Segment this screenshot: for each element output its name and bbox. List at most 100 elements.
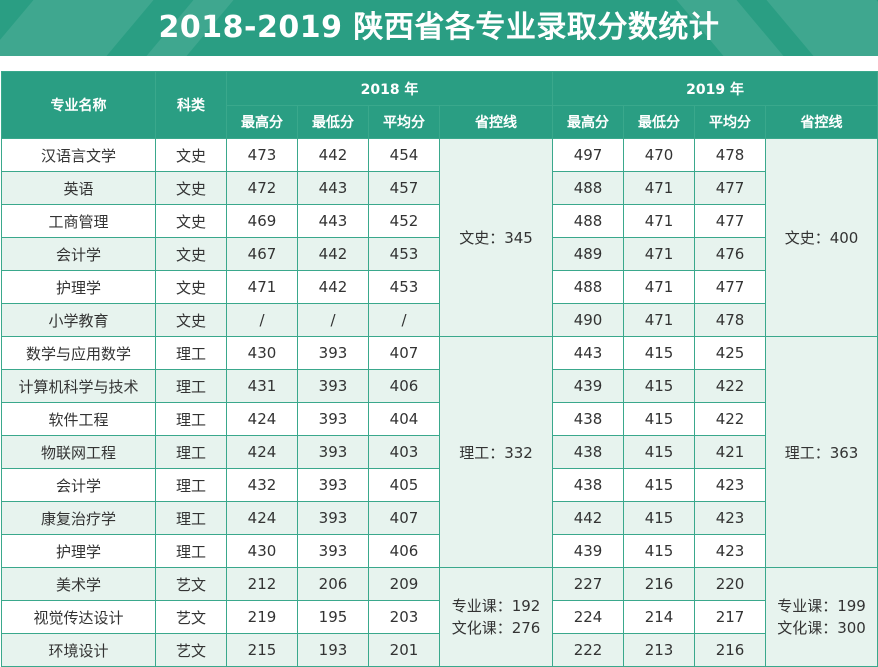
cell-2018-avg: 453 [368,237,440,271]
cell-2019-min: 216 [623,567,696,601]
admission-score-table: 专业名称 科类 2018 年 2019 年 最高分 最低分 平均分 省控线 最高… [1,71,878,667]
cell-2019-max: 438 [552,435,625,469]
table-row: 会计学 理工 432 393 405 438 415 423 [1,468,878,502]
cell-2019-min: 471 [623,171,696,205]
cell-2019-max: 222 [552,633,625,667]
cell-2018-max: 424 [226,402,298,436]
cell-2019-min: 470 [623,138,696,172]
cell-2018-min: 442 [297,237,369,271]
cell-2019-avg: 422 [694,369,767,403]
cell-2019-min: 471 [623,237,696,271]
cell-2019-max: 438 [552,468,625,502]
cell-category: 文史 [155,138,227,172]
control-2019-ligong: 理工：363 [765,336,878,568]
cell-2019-max: 488 [552,204,625,238]
cell-2019-max: 488 [552,270,625,304]
table-row: 会计学 文史 467 442 453 489 471 476 [1,237,878,271]
cell-2018-avg: 407 [368,336,440,370]
cell-2019-min: 214 [623,600,696,634]
cell-category: 理工 [155,369,227,403]
cell-category: 艺文 [155,567,227,601]
cell-2019-max: 488 [552,171,625,205]
cell-2019-avg: 478 [694,303,767,337]
cell-2018-max: 424 [226,435,298,469]
cell-2018-min: 195 [297,600,369,634]
cell-2019-avg: 476 [694,237,767,271]
cell-2018-min: 443 [297,204,369,238]
cell-2019-min: 415 [623,402,696,436]
cell-2018-min: 393 [297,369,369,403]
header-2019-min: 最低分 [623,105,696,139]
header-2019-control-line: 省控线 [765,105,878,139]
cell-2018-max: 473 [226,138,298,172]
table-row: 护理学 文史 471 442 453 488 471 477 [1,270,878,304]
cell-2019-avg: 423 [694,501,767,535]
cell-2018-min: 393 [297,534,369,568]
cell-category: 文史 [155,270,227,304]
cell-2019-min: 415 [623,336,696,370]
cell-2018-max: / [226,303,298,337]
cell-2019-avg: 423 [694,534,767,568]
cell-2018-avg: 209 [368,567,440,601]
cell-2019-max: 442 [552,501,625,535]
cell-2018-min: 393 [297,402,369,436]
cell-2019-avg: 425 [694,336,767,370]
cell-2018-max: 469 [226,204,298,238]
cell-2018-min: 393 [297,336,369,370]
cell-major: 环境设计 [1,633,156,667]
cell-2019-min: 415 [623,468,696,502]
cell-2018-max: 430 [226,336,298,370]
cell-2019-max: 224 [552,600,625,634]
cell-2018-min: 193 [297,633,369,667]
cell-2018-min: 393 [297,435,369,469]
cell-2019-avg: 478 [694,138,767,172]
cell-2018-avg: 407 [368,501,440,535]
table-body: 汉语言文学 文史 473 442 454 文史：345 497 470 478 … [1,138,878,667]
cell-2018-min: 442 [297,138,369,172]
cell-2019-avg: 216 [694,633,767,667]
cell-2018-avg: 201 [368,633,440,667]
cell-major: 会计学 [1,468,156,502]
cell-2019-max: 497 [552,138,625,172]
cell-2018-avg: 203 [368,600,440,634]
cell-major: 会计学 [1,237,156,271]
cell-2019-avg: 477 [694,204,767,238]
cell-category: 理工 [155,501,227,535]
cell-category: 理工 [155,435,227,469]
cell-2019-min: 213 [623,633,696,667]
cell-category: 文史 [155,237,227,271]
header-2018-control-line: 省控线 [438,105,554,139]
table-row: 汉语言文学 文史 473 442 454 文史：345 497 470 478 … [1,138,878,337]
table-row: 工商管理 文史 469 443 452 488 471 477 [1,204,878,238]
cell-category: 理工 [155,534,227,568]
cell-2018-avg: 405 [368,468,440,502]
cell-2018-avg: 404 [368,402,440,436]
cell-major: 数学与应用数学 [1,336,156,370]
cell-2019-avg: 421 [694,435,767,469]
cell-category: 文史 [155,171,227,205]
cell-2018-max: 424 [226,501,298,535]
cell-major: 美术学 [1,567,156,601]
cell-major: 康复治疗学 [1,501,156,535]
control-2018-yiwen: 专业课：192 文化课：276 [438,567,554,667]
cell-2018-max: 431 [226,369,298,403]
control-2018-ligong: 理工：332 [438,336,554,568]
cell-category: 文史 [155,204,227,238]
cell-category: 理工 [155,402,227,436]
cell-category: 艺文 [155,633,227,667]
header-year-2019: 2019 年 [552,71,878,106]
cell-major: 护理学 [1,270,156,304]
header-2018-min: 最低分 [297,105,369,139]
control-2019-yiwen-major: 专业课：199 [777,597,866,615]
cell-major: 护理学 [1,534,156,568]
control-2019-yiwen: 专业课：199 文化课：300 [765,567,878,667]
header-category: 科类 [155,71,227,139]
table-header: 专业名称 科类 2018 年 2019 年 最高分 最低分 平均分 省控线 最高… [1,71,878,139]
cell-2018-min: / [297,303,369,337]
header-2019-avg: 平均分 [694,105,767,139]
cell-2019-max: 438 [552,402,625,436]
cell-2019-min: 415 [623,435,696,469]
cell-2019-min: 471 [623,303,696,337]
cell-2019-avg: 423 [694,468,767,502]
header-year-2018: 2018 年 [225,71,554,106]
